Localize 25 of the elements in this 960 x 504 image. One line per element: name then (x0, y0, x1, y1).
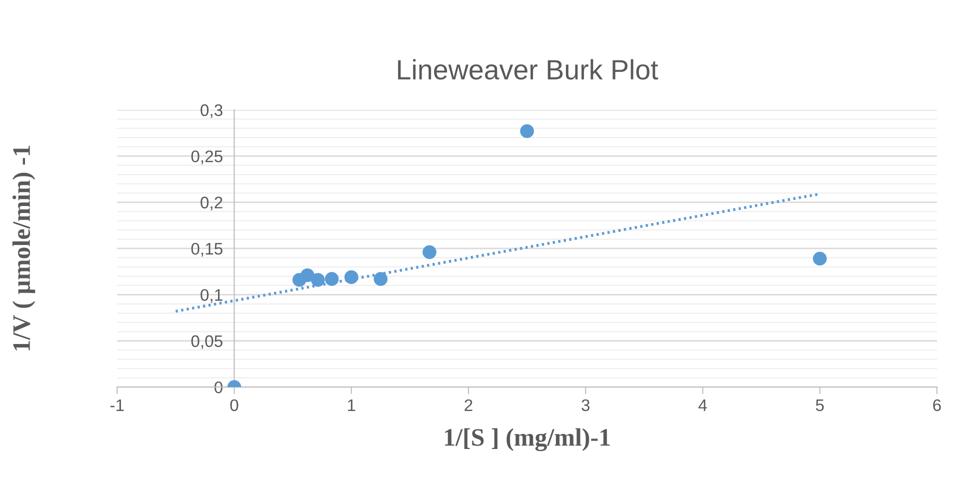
x-tick-label: 1 (348, 399, 356, 411)
point (422, 245, 436, 260)
x-tick-label: 4 (698, 399, 707, 411)
y-tick-label: 0,25 (191, 150, 222, 164)
point (520, 124, 534, 138)
y-tick-label: 0,15 (191, 242, 222, 257)
x-tick-label: -1 (110, 399, 124, 411)
point (344, 270, 358, 284)
x-tick-label: 6 (933, 399, 941, 412)
chart-title: Lineweaver Burk Plot (398, 59, 658, 80)
x-tick-label: 3 (582, 399, 590, 412)
point (310, 272, 325, 287)
point (812, 252, 827, 266)
y-tick-label: 0,1 (200, 289, 222, 303)
x-tick-label: 2 (464, 399, 472, 411)
x-axis-title: 1/[S ] (mg/ml)-1 (445, 428, 610, 452)
y-tick-label: 0,2 (200, 196, 222, 210)
y-axis-title: 1/V ( µmole/min) -1 (12, 146, 36, 350)
x-tick-label: 0 (230, 399, 238, 412)
point (300, 268, 314, 282)
point (324, 272, 339, 286)
y-tick-label: 0,05 (191, 335, 222, 350)
x-tick-label: 5 (816, 399, 824, 412)
y-tick-label: 0,3 (200, 104, 222, 118)
point (374, 272, 388, 286)
